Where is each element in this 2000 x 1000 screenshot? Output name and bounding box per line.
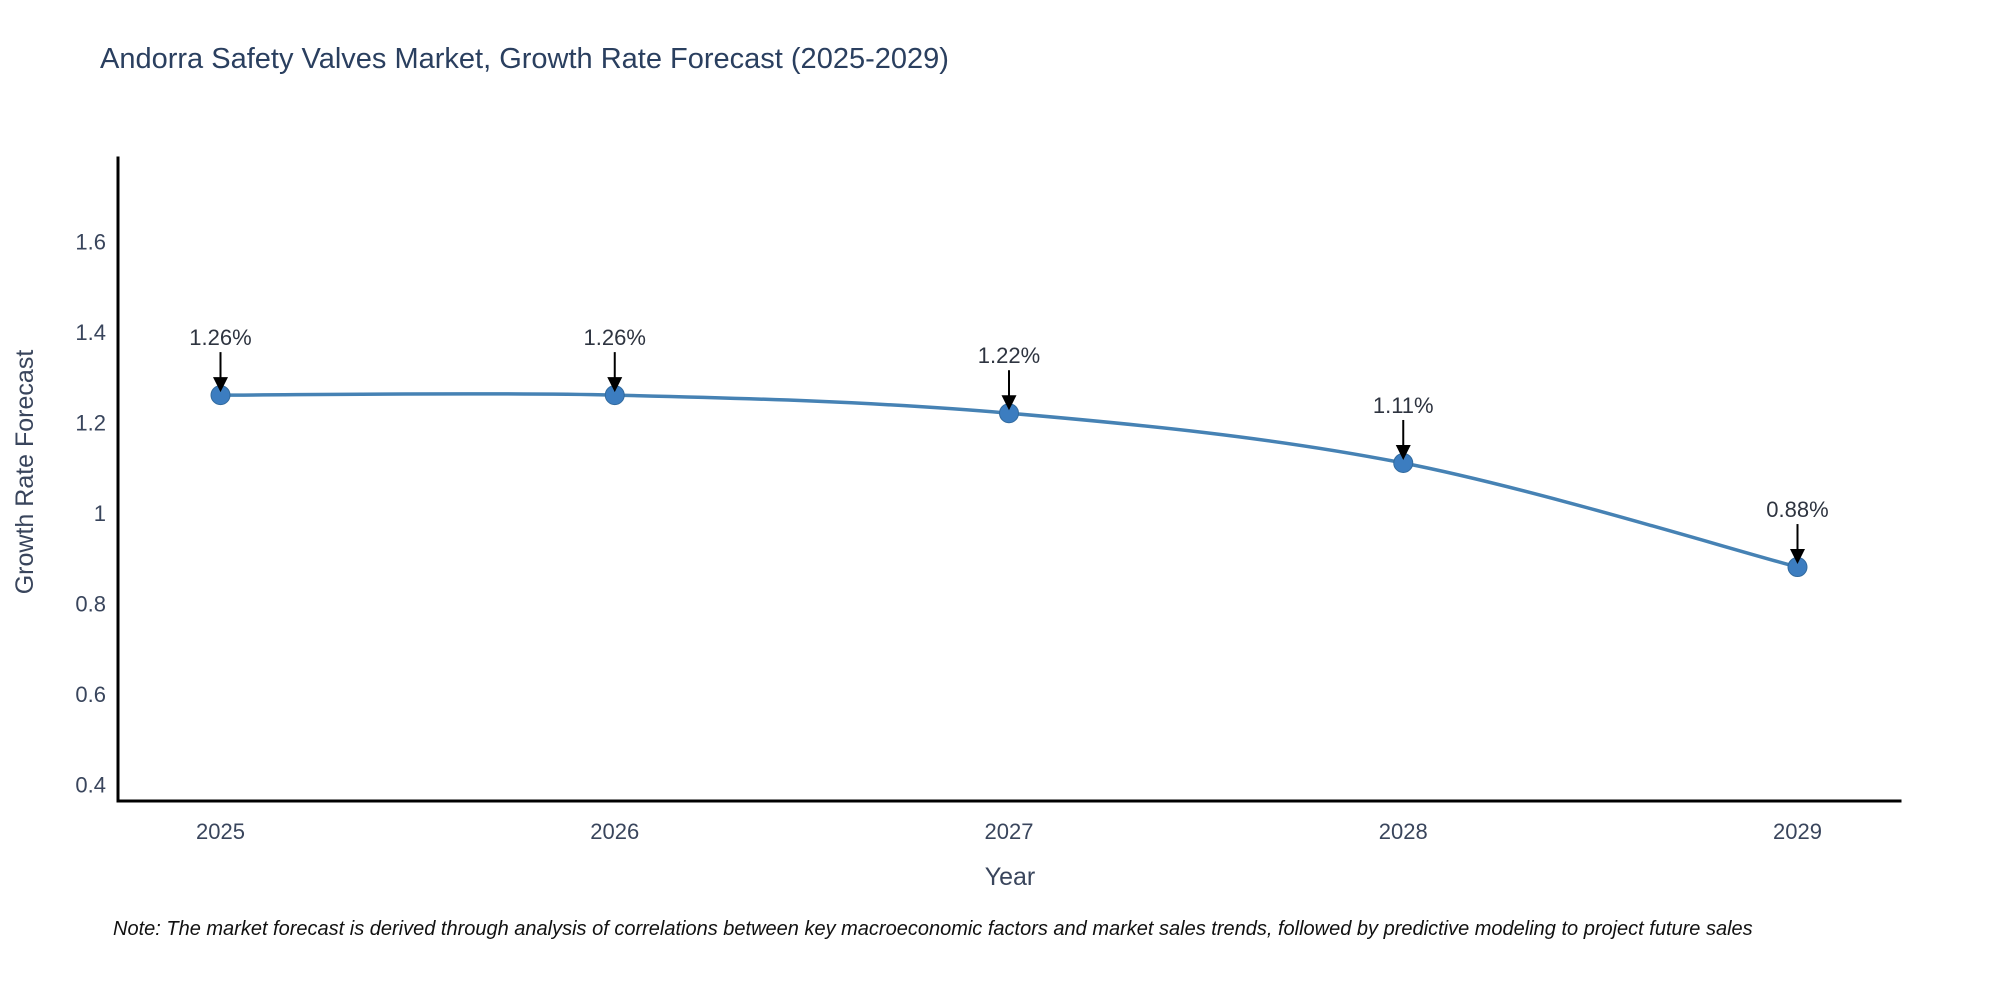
data-point-markers: [210, 385, 1808, 578]
data-point-label: 1.11%: [1373, 393, 1434, 418]
annotation-arrow-head: [1789, 549, 1805, 565]
x-tick-label: 2028: [1379, 819, 1428, 844]
y-axis-ticks: 1.6 1.4 1.2 1 0.8 0.6 0.4: [75, 229, 106, 797]
x-axis-ticks: 2025 2026 2027 2028 2029: [196, 819, 1822, 844]
x-tick-label: 2029: [1773, 819, 1822, 844]
data-point-label: 0.88%: [1766, 497, 1828, 522]
annotation-arrow-head: [1395, 444, 1411, 460]
x-tick-label: 2027: [985, 819, 1034, 844]
x-tick-label: 2025: [196, 819, 245, 844]
annotation-arrow-head: [1001, 395, 1017, 411]
annotation-arrow-head: [607, 377, 623, 393]
data-point-label: 1.22%: [978, 343, 1040, 368]
y-tick-label: 1: [94, 501, 106, 526]
y-tick-label: 0.8: [75, 591, 106, 616]
y-tick-label: 0.6: [75, 682, 106, 707]
x-axis-title: Year: [985, 863, 1036, 891]
annotation-arrow-head: [213, 377, 229, 393]
data-point-label: 1.26%: [189, 325, 251, 350]
y-tick-label: 1.6: [75, 229, 106, 254]
y-tick-label: 1.4: [75, 320, 106, 345]
chart-title: Andorra Safety Valves Market, Growth Rat…: [100, 43, 949, 75]
axis-line: [116, 156, 1902, 803]
note-text: Note: The market forecast is derived thr…: [113, 918, 1753, 940]
y-tick-label: 0.4: [75, 772, 106, 797]
y-tick-label: 1.2: [75, 410, 106, 435]
data-point-label: 1.26%: [584, 325, 646, 350]
y-axis-title: Growth Rate Forecast: [11, 350, 39, 595]
point-annotations: 1.26% 1.26% 1.22% 1.11% 0.88%: [189, 325, 1829, 565]
x-tick-label: 2026: [590, 819, 639, 844]
